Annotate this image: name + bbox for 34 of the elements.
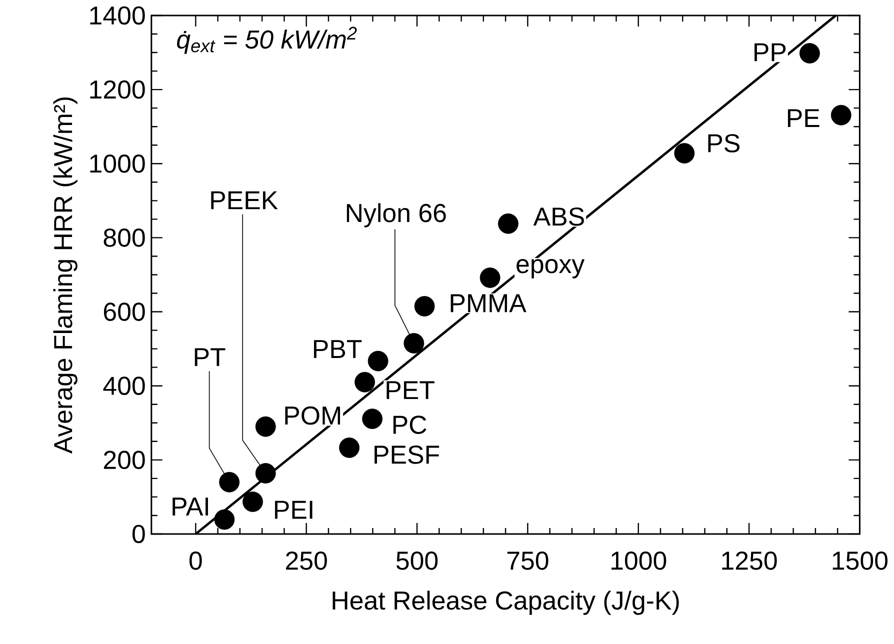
annotation: PESF — [374, 446, 440, 464]
x-tick-label: 250 — [286, 552, 327, 570]
y-axis-title: Average Flaming HRR (kW/m²) — [53, 97, 78, 454]
x-axis-title: Heat Release Capacity (J/g-K) — [332, 590, 679, 615]
annotation: epoxy — [516, 259, 585, 278]
y-tick-label: 400 — [103, 376, 145, 396]
annotation: PET — [386, 381, 434, 400]
annotation: PP — [754, 43, 786, 62]
x-tick-label: 1250 — [722, 552, 777, 570]
annotation: q̇$_{ext}$ = 50 kW/m$^{2}$ — [177, 26, 357, 54]
annotation: Nylon 66 — [346, 203, 446, 228]
annotation: PE — [788, 109, 820, 128]
x-tick-label: 0 — [189, 552, 202, 570]
y-tick-label: 1400 — [90, 6, 145, 25]
y-tick-label: 200 — [104, 450, 145, 470]
annotation: PC — [393, 416, 426, 434]
x-tick-label: 500 — [396, 552, 438, 570]
annotation: PEI — [275, 500, 312, 519]
y-tick-label: 600 — [104, 302, 145, 321]
annotation: PMMA — [450, 294, 526, 312]
y-tick-label: 800 — [104, 228, 145, 247]
annotation: PAI — [172, 498, 208, 516]
x-tick-label: 1000 — [612, 552, 666, 570]
x-tick-label: 1500 — [832, 552, 888, 570]
annotation: PT — [194, 348, 226, 366]
annotation: PS — [708, 134, 740, 152]
annotation: PBT — [314, 340, 362, 358]
annotation: PEEK — [211, 191, 278, 210]
y-tick-label: 1000 — [90, 154, 145, 173]
annotation: POM — [285, 406, 340, 425]
y-tick-label: 0 — [132, 524, 145, 544]
x-tick-label: 750 — [507, 552, 548, 570]
annotation: ABS — [533, 207, 584, 226]
y-tick-label: 1200 — [90, 80, 145, 99]
